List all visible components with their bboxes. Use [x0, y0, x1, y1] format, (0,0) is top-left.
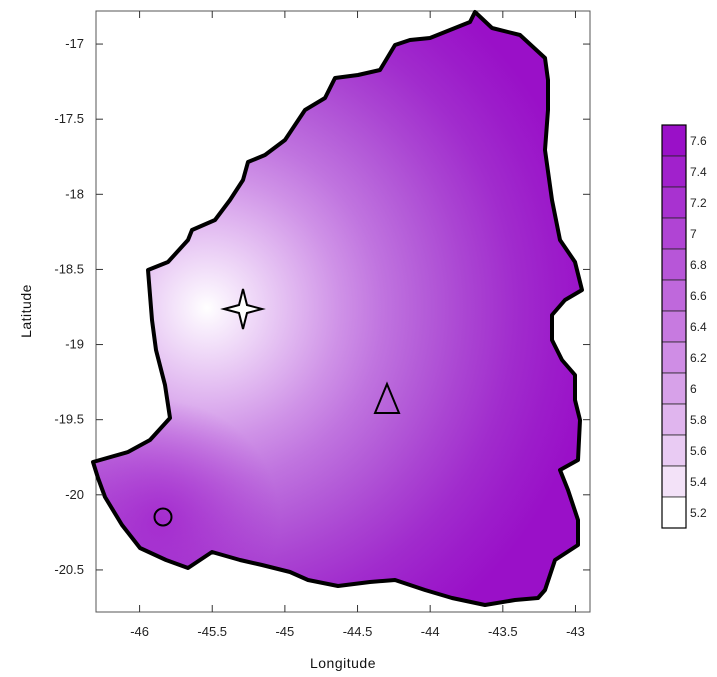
colorbar-swatch — [661, 279, 687, 312]
y-axis: -17 -17.5 -18 -18.5 -19 -19.5 -20 -20.5 — [54, 36, 590, 577]
x-tick-label: -43 — [566, 624, 585, 639]
colorbar-label: 7 — [690, 227, 697, 241]
colorbar-label: 5.6 — [690, 444, 707, 458]
colorbar-label: 6.6 — [690, 289, 707, 303]
y-tick-label: -20 — [65, 487, 84, 502]
colorbar-label: 6.8 — [690, 258, 707, 272]
star-marker — [220, 288, 266, 330]
colorbar-frame — [661, 124, 687, 529]
colorbar-swatch — [661, 372, 687, 405]
colorbar-swatch — [661, 341, 687, 374]
colorbar-swatch — [661, 217, 687, 250]
triangle-marker — [373, 381, 401, 414]
x-tick-label: -45 — [275, 624, 294, 639]
x-tick-label: -44.5 — [343, 624, 373, 639]
colorbar-label: 7.4 — [690, 165, 707, 179]
colorbar-swatch — [661, 310, 687, 343]
colorbar-swatch — [661, 465, 687, 498]
y-axis-title: Latitude — [18, 284, 34, 338]
colorbar-label: 6 — [690, 382, 697, 396]
markers — [153, 288, 401, 527]
colorbar-label: 6.4 — [690, 320, 707, 334]
colorbar-label: 5.8 — [690, 413, 707, 427]
y-tick-label: -20.5 — [54, 562, 84, 577]
region-border — [91, 10, 584, 607]
colorbar-swatch — [661, 496, 687, 529]
colorbar-swatch — [661, 403, 687, 436]
y-tick-label: -17 — [65, 36, 84, 51]
y-tick-label: -19.5 — [54, 412, 84, 427]
colorbar-swatch — [661, 434, 687, 467]
colorbar-label: 5.2 — [690, 506, 707, 520]
y-tick-label: -17.5 — [54, 111, 84, 126]
circle-marker — [153, 507, 173, 527]
colorbar-swatch — [661, 186, 687, 219]
x-tick-label: -44 — [421, 624, 440, 639]
x-tick-label: -43.5 — [488, 624, 518, 639]
x-tick-label: -45.5 — [197, 624, 227, 639]
y-tick-label: -19 — [65, 337, 84, 352]
colorbar-swatch — [661, 124, 687, 157]
x-axis-title: Longitude — [310, 655, 376, 671]
colorbar-label: 5.4 — [690, 475, 707, 489]
colorbar: 7.6 7.4 7.2 7 6.8 6.6 6.4 6.2 6 5.8 5.6 5.4 5.2 — [661, 124, 707, 529]
colorbar-swatch — [661, 248, 687, 281]
y-tick-label: -18 — [65, 186, 84, 201]
x-axis: -46 -45.5 -45 -44.5 -44 -43.5 -43 — [130, 11, 585, 639]
x-tick-label: -46 — [130, 624, 149, 639]
colorbar-label: 7.6 — [690, 134, 707, 148]
colorbar-swatch — [661, 155, 687, 188]
colorbar-label: 6.2 — [690, 351, 707, 365]
colorbar-label: 7.2 — [690, 196, 707, 210]
y-tick-label: -18.5 — [54, 261, 84, 276]
